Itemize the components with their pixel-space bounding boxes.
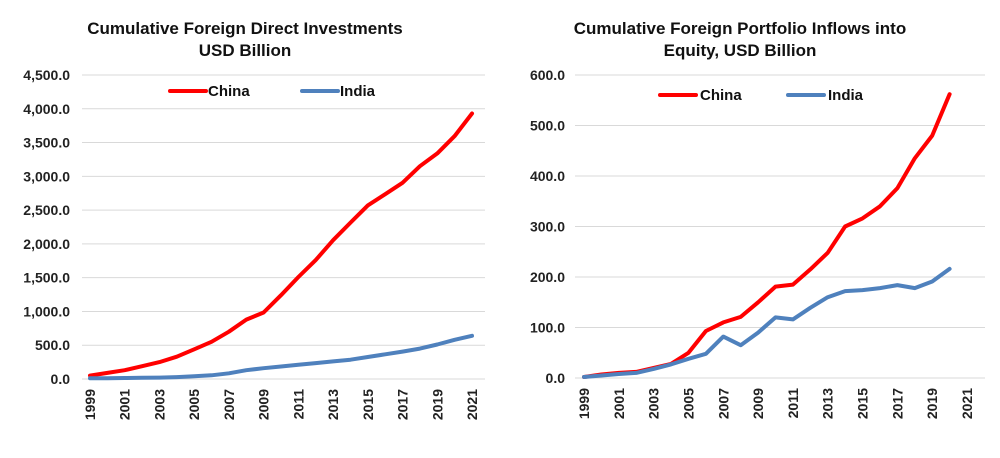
x-tick-label: 2001: [611, 388, 627, 419]
x-tick-label: 1999: [576, 388, 592, 419]
x-tick-label: 2015: [855, 388, 871, 419]
x-tick-label: 2007: [715, 388, 731, 419]
x-tick-label: 2013: [325, 389, 341, 420]
y-tick-label: 2,000.0: [23, 236, 70, 252]
y-tick-label: 4,000.0: [23, 101, 70, 117]
chart-title: Cumulative Foreign Direct Investments: [87, 19, 403, 38]
chart-title: Cumulative Foreign Portfolio Inflows int…: [574, 19, 906, 38]
y-tick-label: 0.0: [51, 371, 71, 387]
y-tick-label: 3,500.0: [23, 135, 70, 151]
y-tick-label: 100.0: [530, 320, 565, 336]
x-tick-label: 2021: [959, 388, 975, 419]
y-tick-label: 3,000.0: [23, 168, 70, 184]
chart-subtitle: Equity, USD Billion: [664, 41, 817, 60]
x-tick-label: 2013: [820, 388, 836, 419]
x-tick-label: 2019: [429, 389, 445, 420]
legend-label-china: China: [208, 83, 250, 100]
x-tick-label: 2017: [395, 389, 411, 420]
x-tick-label: 2011: [785, 388, 801, 419]
fpi-chart: Cumulative Foreign Portfolio Inflows int…: [530, 19, 985, 419]
y-tick-label: 0.0: [546, 370, 566, 386]
legend-label-china: China: [700, 87, 742, 104]
x-tick-label: 2009: [750, 388, 766, 419]
x-tick-label: 2021: [464, 389, 480, 420]
series-line-china: [88, 111, 474, 378]
x-tick-label: 2005: [186, 389, 202, 420]
y-tick-label: 500.0: [530, 118, 565, 134]
x-tick-label: 2003: [151, 389, 167, 420]
x-tick-label: 2011: [290, 389, 306, 420]
series-line-india: [88, 333, 474, 381]
y-tick-label: 600.0: [530, 67, 565, 83]
x-tick-label: 2001: [117, 389, 133, 420]
chart-subtitle: USD Billion: [199, 41, 292, 60]
series-line-india: [582, 266, 952, 379]
y-tick-label: 200.0: [530, 269, 565, 285]
fdi-chart: Cumulative Foreign Direct Investments US…: [23, 19, 485, 420]
y-tick-label: 300.0: [530, 219, 565, 235]
x-tick-label: 1999: [82, 389, 98, 420]
y-tick-label: 2,500.0: [23, 202, 70, 218]
x-tick-label: 2003: [646, 388, 662, 419]
y-tick-label: 400.0: [530, 168, 565, 184]
x-tick-label: 2005: [680, 388, 696, 419]
x-tick-label: 2007: [221, 389, 237, 420]
y-tick-label: 1,500.0: [23, 270, 70, 286]
x-tick-label: 2017: [889, 388, 905, 419]
series-line-china: [582, 92, 952, 379]
x-tick-label: 2009: [256, 389, 272, 420]
y-tick-label: 1,000.0: [23, 303, 70, 319]
legend-label-india: India: [828, 87, 864, 104]
y-tick-label: 4,500.0: [23, 67, 70, 83]
y-tick-label: 500.0: [35, 337, 70, 353]
x-tick-label: 2015: [360, 389, 376, 420]
legend-label-india: India: [340, 83, 376, 100]
x-tick-label: 2019: [924, 388, 940, 419]
